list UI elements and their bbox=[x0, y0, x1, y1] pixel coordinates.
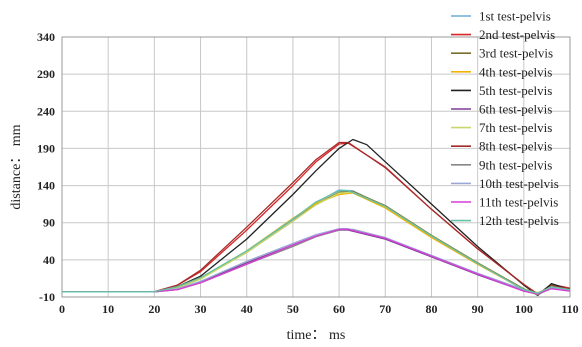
x-tick-label: 30 bbox=[195, 302, 207, 316]
x-tick-label: 20 bbox=[148, 302, 160, 316]
tick-labels: 0 10 20 30 40 50 60 70 80 90 100 110 -10 40 90 140 190 24… bbox=[37, 30, 579, 316]
series-lines bbox=[62, 138, 571, 297]
x-tick-label: 110 bbox=[561, 302, 578, 316]
x-tick-label: 80 bbox=[425, 302, 437, 316]
x-tick-label: 90 bbox=[472, 302, 484, 316]
series-line-6 bbox=[62, 229, 571, 295]
series-line-11 bbox=[62, 228, 571, 295]
y-tick-label: 240 bbox=[37, 104, 55, 118]
legend-entry: 2nd test-pelvis bbox=[479, 27, 555, 42]
series-line-5 bbox=[62, 138, 571, 297]
legend-entry: 8th test-pelvis bbox=[479, 139, 552, 154]
x-tick-label: 70 bbox=[379, 302, 391, 316]
y-tick-label: 290 bbox=[37, 67, 55, 81]
legend-entry: 5th test-pelvis bbox=[479, 83, 552, 98]
y-tick-label: 40 bbox=[43, 253, 55, 267]
legend-entry: 10th test-pelvis bbox=[479, 176, 559, 191]
x-tick-label: 100 bbox=[515, 302, 533, 316]
x-tick-label: 60 bbox=[333, 302, 345, 316]
y-tick-label: 190 bbox=[37, 141, 55, 155]
y-axis-label: distance： mm bbox=[9, 124, 24, 209]
legend-entry: 3rd test-pelvis bbox=[479, 46, 553, 61]
series-line-9 bbox=[62, 228, 571, 296]
x-axis-label: time： ms bbox=[287, 328, 346, 343]
legend-entry: 11th test-pelvis bbox=[479, 195, 558, 210]
series-line-8 bbox=[62, 141, 571, 295]
legend-entry: 12th test-pelvis bbox=[479, 213, 559, 228]
y-tick-label: 340 bbox=[37, 30, 55, 44]
x-tick-label: 10 bbox=[102, 302, 114, 316]
legend-entry: 7th test-pelvis bbox=[479, 120, 552, 135]
legend: 1st test-pelvis 2nd test-pelvis 3rd test-p… bbox=[451, 9, 559, 228]
x-tick-label: 0 bbox=[59, 302, 65, 316]
y-tick-label: 140 bbox=[37, 179, 55, 193]
legend-entry: 9th test-pelvis bbox=[479, 157, 552, 172]
x-tick-label: 40 bbox=[241, 302, 253, 316]
legend-entry: 6th test-pelvis bbox=[479, 102, 552, 117]
y-tick-label: -10 bbox=[39, 290, 55, 304]
legend-entry: 4th test-pelvis bbox=[479, 64, 552, 79]
plot-frame bbox=[61, 36, 571, 298]
y-tick-label: 90 bbox=[43, 216, 55, 230]
x-tick-label: 50 bbox=[287, 302, 299, 316]
series-line-12 bbox=[62, 190, 571, 294]
legend-entry: 1st test-pelvis bbox=[479, 9, 551, 24]
